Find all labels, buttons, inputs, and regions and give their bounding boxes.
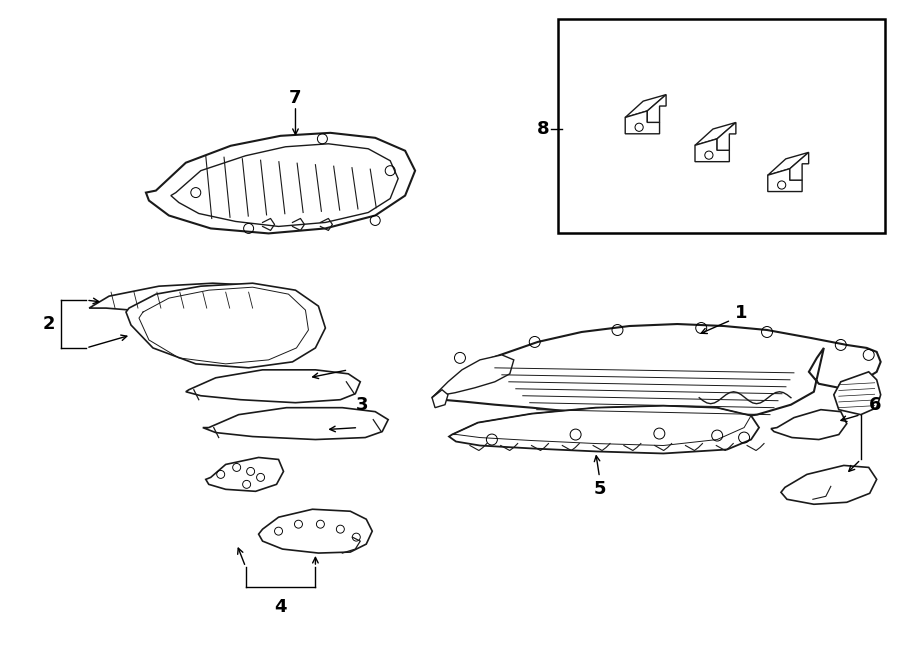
Polygon shape bbox=[126, 283, 326, 368]
Text: 2: 2 bbox=[43, 315, 56, 333]
Polygon shape bbox=[258, 509, 373, 553]
Polygon shape bbox=[626, 95, 666, 118]
Polygon shape bbox=[449, 406, 759, 453]
Text: 1: 1 bbox=[734, 304, 747, 322]
Polygon shape bbox=[171, 144, 398, 227]
Polygon shape bbox=[717, 122, 736, 150]
Text: 8: 8 bbox=[536, 120, 549, 138]
Polygon shape bbox=[626, 111, 660, 134]
Polygon shape bbox=[695, 139, 729, 162]
Polygon shape bbox=[790, 152, 808, 180]
Text: 5: 5 bbox=[593, 481, 606, 498]
Polygon shape bbox=[206, 457, 284, 491]
Polygon shape bbox=[89, 283, 273, 313]
Polygon shape bbox=[833, 372, 881, 414]
Polygon shape bbox=[202, 408, 388, 440]
Text: 6: 6 bbox=[868, 396, 881, 414]
Bar bbox=[558, 19, 885, 233]
Polygon shape bbox=[432, 355, 514, 398]
Polygon shape bbox=[768, 152, 808, 175]
Polygon shape bbox=[771, 410, 847, 440]
Polygon shape bbox=[432, 390, 448, 408]
Text: 4: 4 bbox=[274, 598, 287, 616]
Polygon shape bbox=[185, 370, 360, 403]
Polygon shape bbox=[695, 122, 736, 145]
Polygon shape bbox=[432, 324, 881, 422]
Text: 3: 3 bbox=[356, 396, 368, 414]
Text: 7: 7 bbox=[289, 89, 302, 107]
Polygon shape bbox=[781, 465, 877, 504]
Polygon shape bbox=[146, 133, 415, 233]
Polygon shape bbox=[647, 95, 666, 122]
Polygon shape bbox=[768, 169, 802, 192]
